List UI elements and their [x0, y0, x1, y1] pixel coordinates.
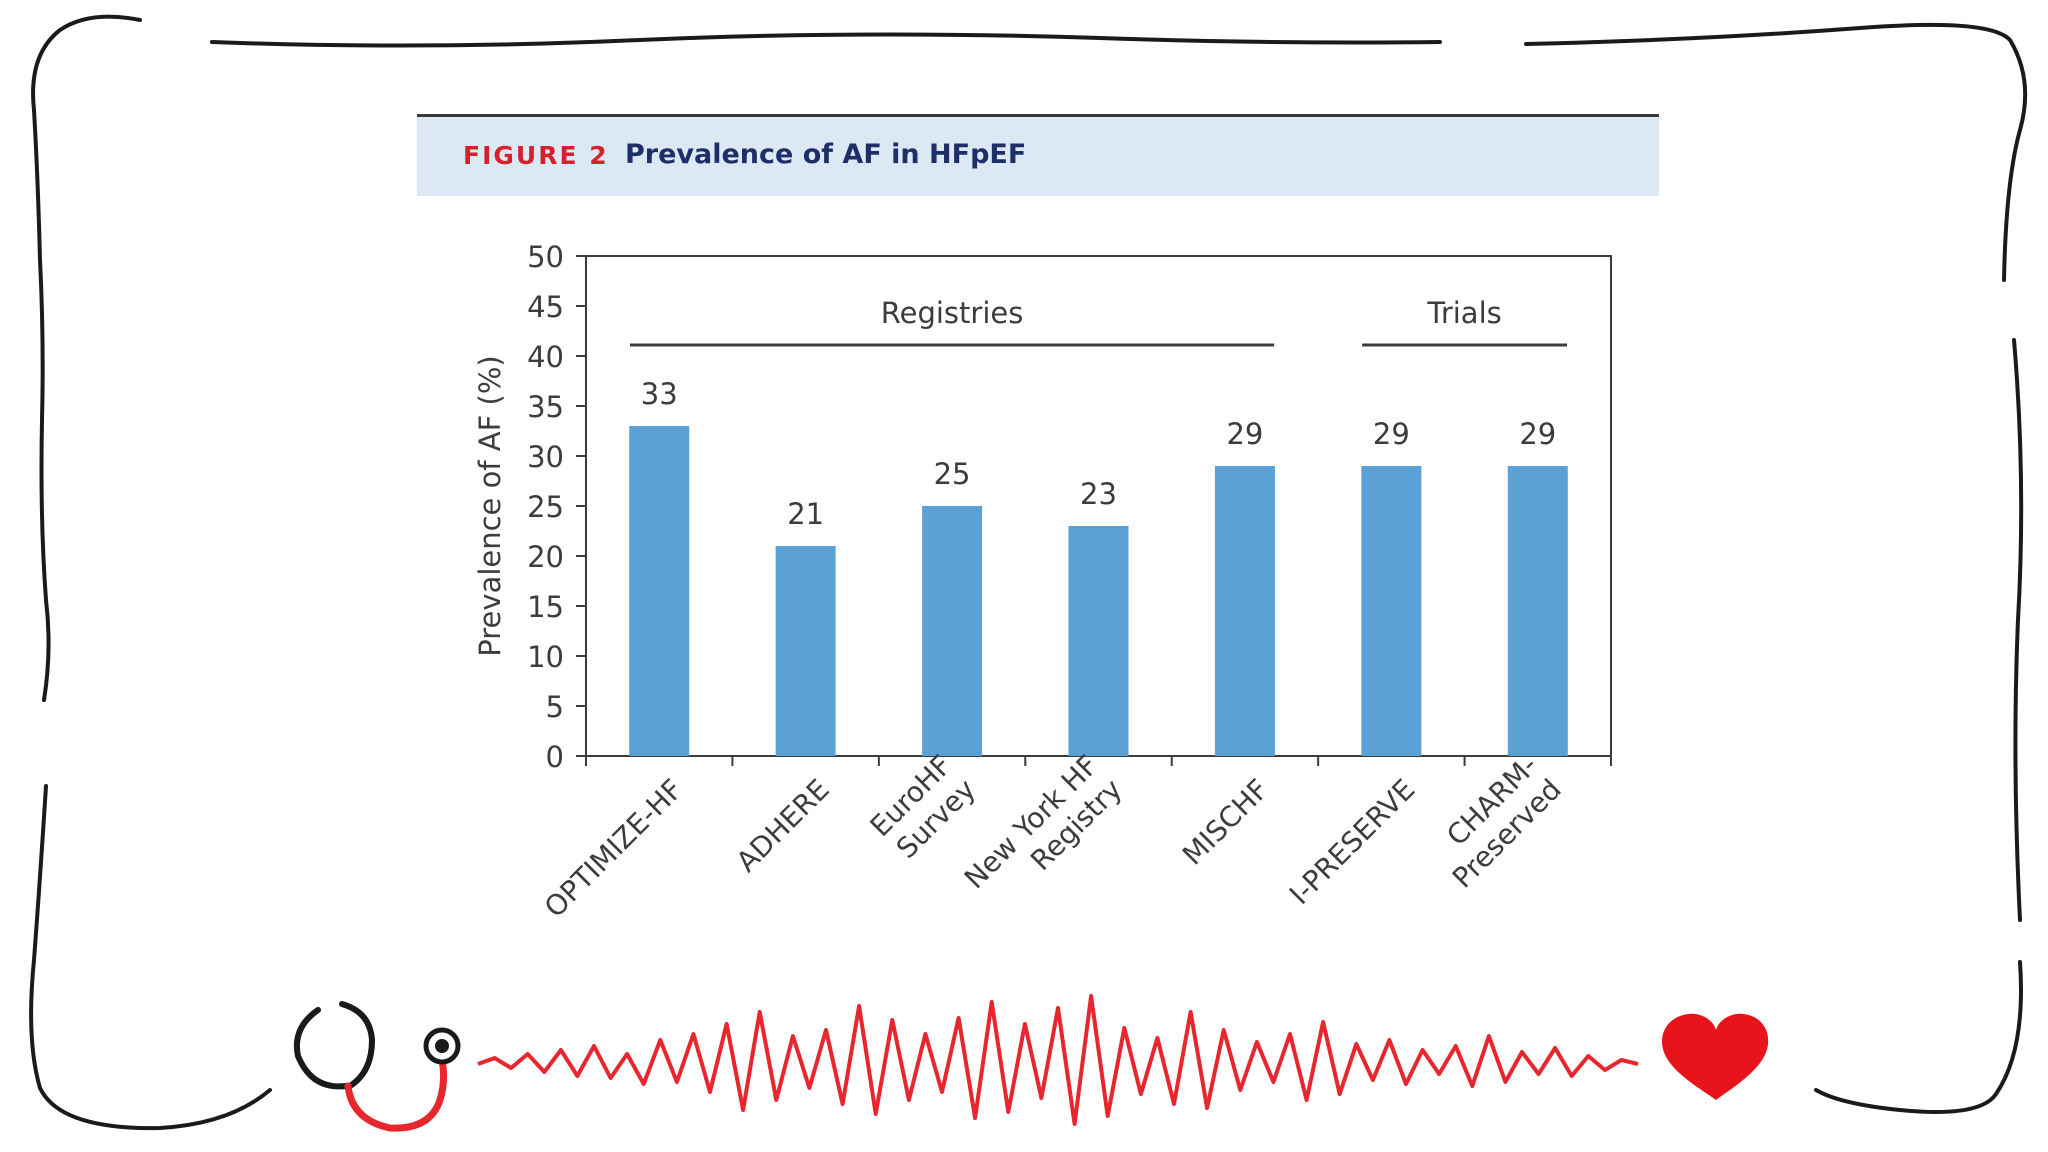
figure-title: Prevalence of AF in HFpEF: [625, 139, 1027, 170]
y-tick-label: 20: [527, 540, 564, 574]
y-tick-label: 25: [527, 490, 564, 524]
stethoscope-icon: [294, 1001, 461, 1132]
heart-icon: [1662, 1013, 1769, 1100]
y-tick-label: 0: [546, 740, 564, 774]
group-label: Trials: [1426, 296, 1501, 330]
y-tick-label: 10: [527, 640, 564, 674]
bar-value-label: 25: [934, 457, 971, 491]
bar: [1361, 466, 1422, 756]
y-axis: 0 5 10 15 20 25 30 35 40 45 50: [527, 240, 586, 774]
y-tick-label: 50: [527, 240, 564, 274]
bar-value-label: 33: [641, 377, 678, 411]
frame-left-bottom: [29, 784, 272, 1131]
y-tick-label: 30: [527, 440, 564, 474]
bar-value-label: 29: [1373, 417, 1410, 451]
ecg-line: [477, 994, 1639, 1126]
bar: [922, 506, 983, 756]
y-tick-label: 40: [527, 340, 564, 374]
bar: [775, 546, 836, 756]
figure-header: FIGURE 2 Prevalence of AF in HFpEF: [417, 114, 1659, 196]
y-tick-label: 45: [527, 290, 564, 324]
figure-number: FIGURE 2: [463, 141, 609, 170]
y-tick-label: 35: [527, 390, 564, 424]
y-axis-label: Prevalence of AF (%): [473, 355, 507, 656]
bar-value-label: 29: [1519, 417, 1556, 451]
bar-value-label: 23: [1080, 477, 1117, 511]
y-tick-label: 15: [527, 590, 564, 624]
frame-top-left: [31, 14, 142, 702]
group-brackets: Registries Trials: [630, 296, 1567, 347]
y-tick-label: 5: [546, 690, 564, 724]
frame-bottom-right: [1814, 960, 2023, 1114]
frame-top: [210, 32, 1442, 48]
bar: [629, 426, 690, 756]
bar: [1214, 466, 1275, 756]
bar-value-label: 29: [1226, 417, 1263, 451]
bar: [1507, 466, 1568, 756]
group-label: Registries: [881, 296, 1024, 330]
frame-top-right: [1524, 22, 2028, 282]
frame-right: [2012, 338, 2024, 922]
bar-value-label: 21: [787, 497, 824, 531]
bar: [1068, 526, 1129, 756]
bars: 33 21 25 23 29 29 29: [629, 377, 1568, 756]
